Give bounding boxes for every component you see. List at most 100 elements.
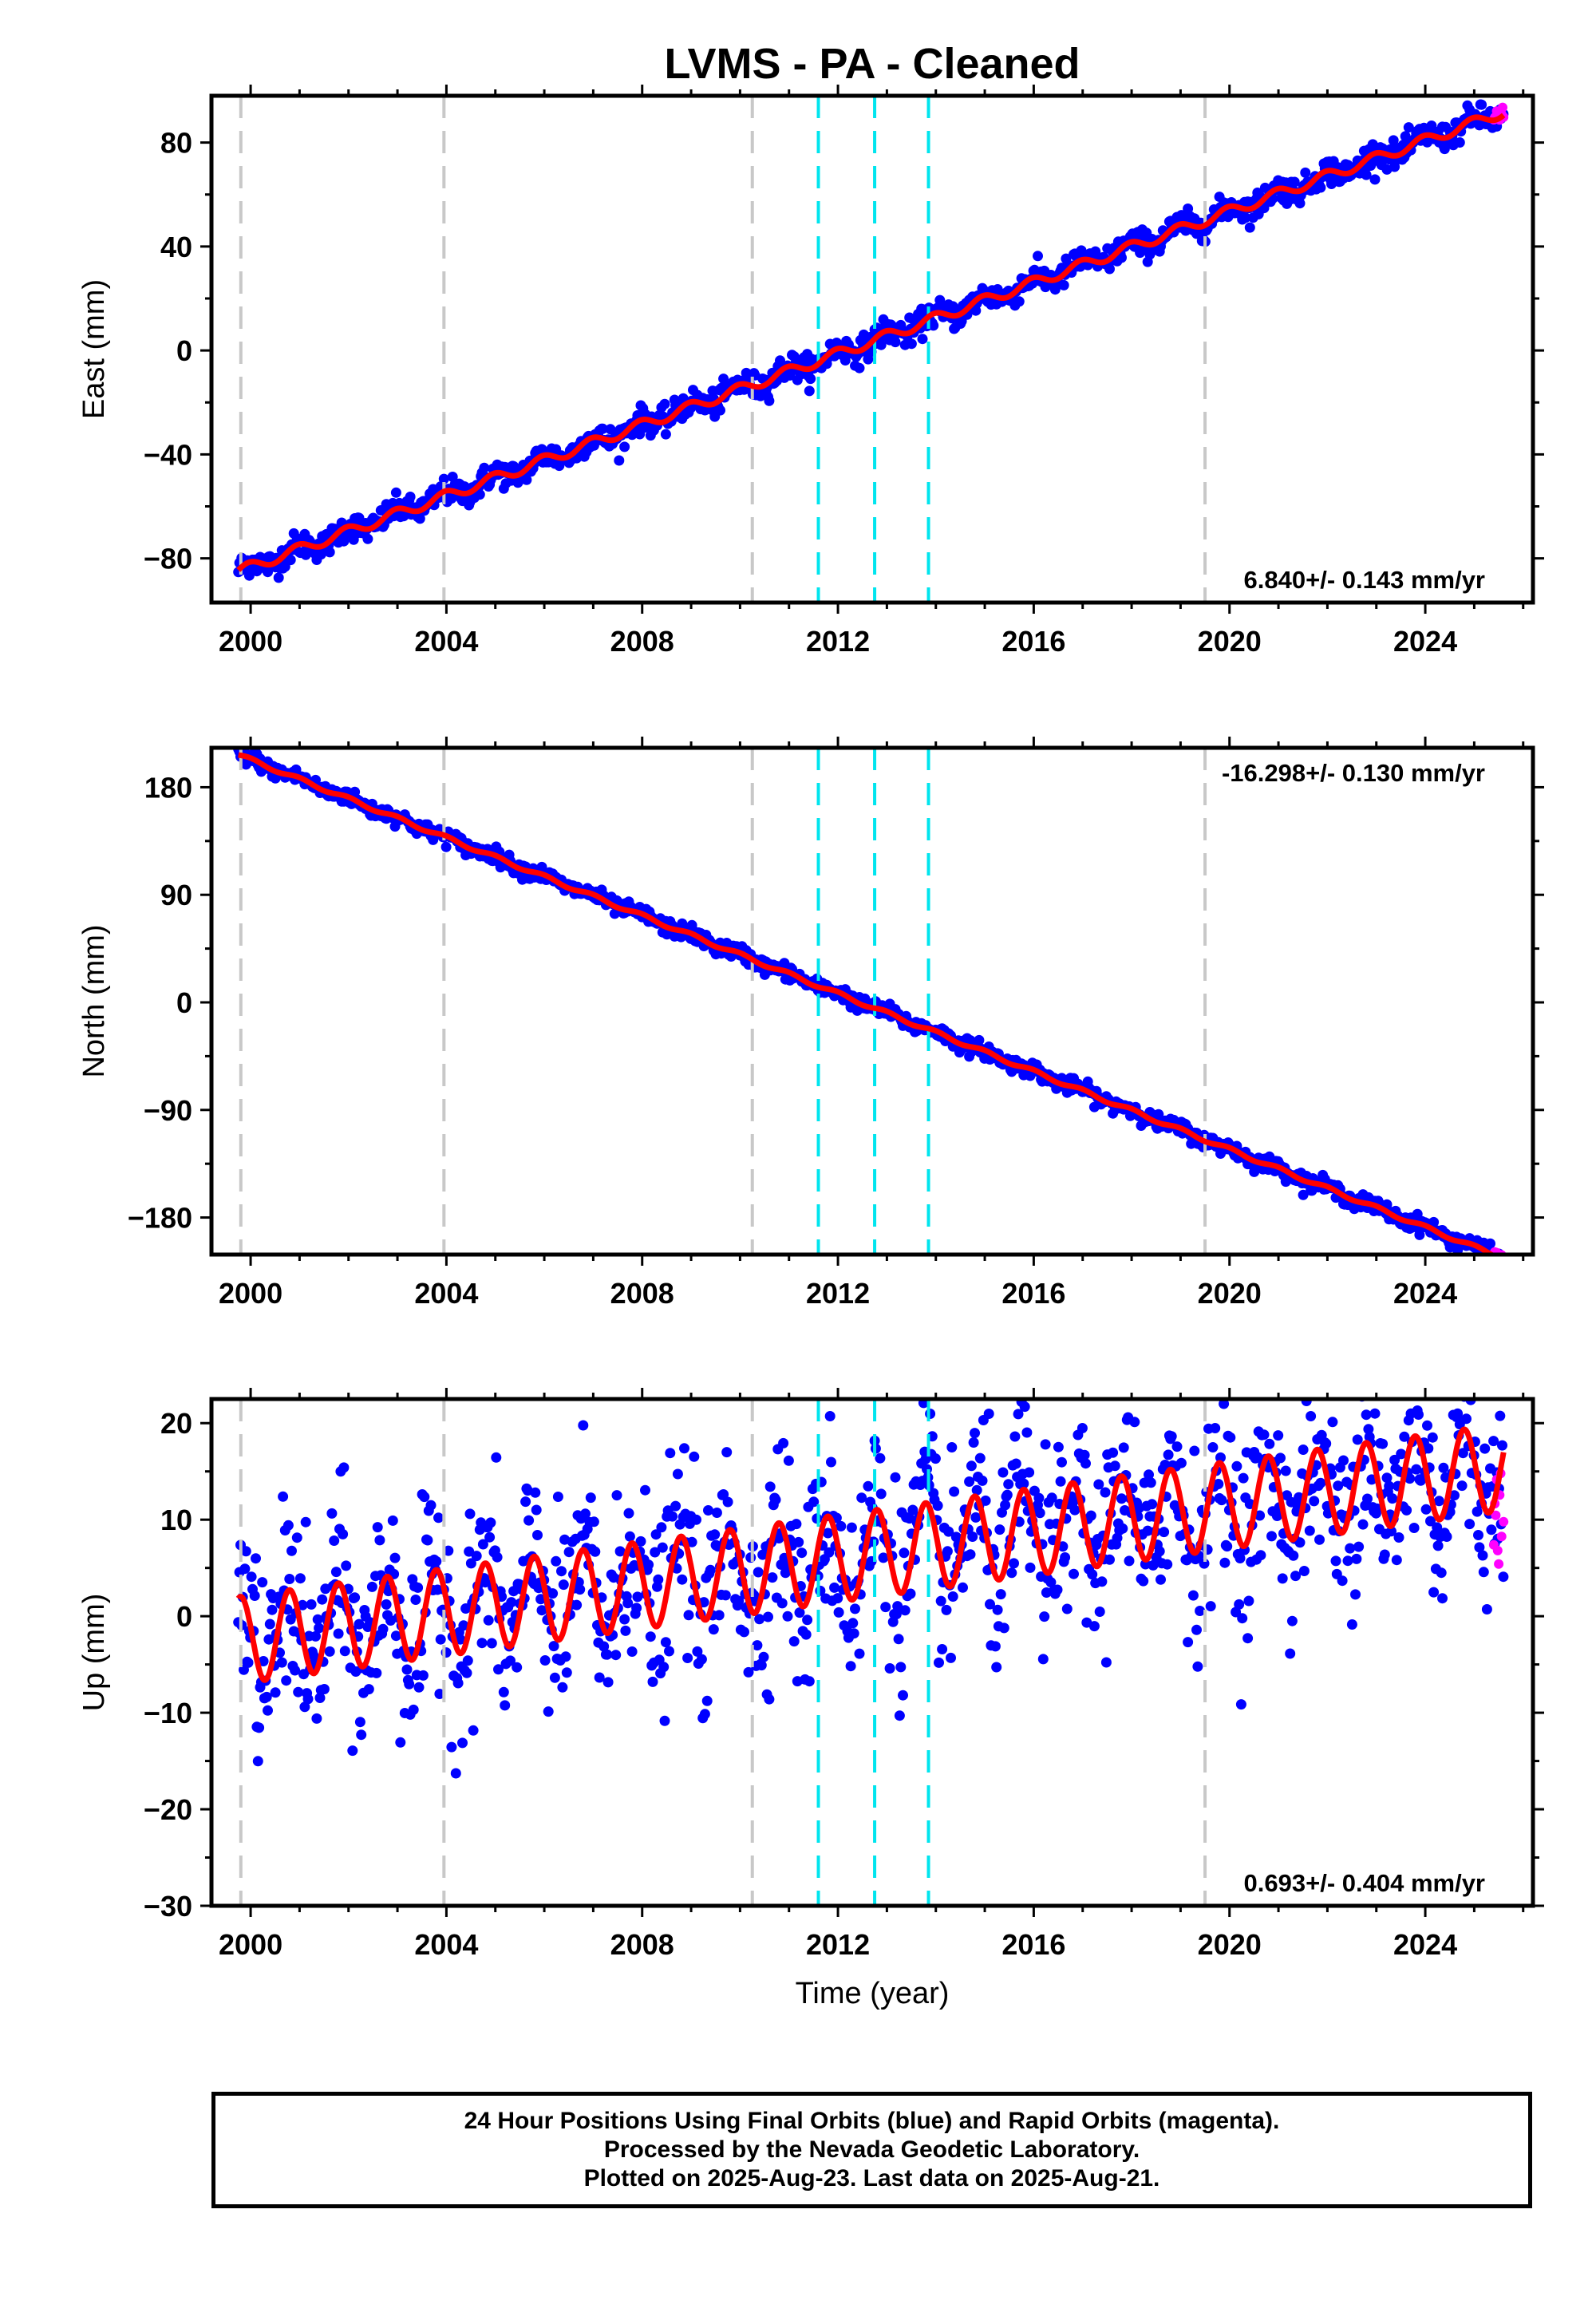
final-orbit-point: [347, 1745, 358, 1757]
final-orbit-point: [611, 1490, 622, 1501]
final-orbit-point: [1264, 1438, 1275, 1449]
final-orbit-point: [990, 1641, 1001, 1652]
final-orbit-point: [1039, 1611, 1050, 1622]
final-orbit-point: [462, 1655, 473, 1666]
final-orbit-point: [521, 474, 532, 485]
final-orbit-point: [1244, 222, 1255, 233]
final-orbit-point: [1317, 1352, 1328, 1362]
final-orbit-point: [845, 1661, 856, 1672]
final-orbit-point: [974, 1452, 986, 1464]
final-orbit-point: [653, 1574, 664, 1585]
final-orbit-point: [440, 841, 452, 852]
final-orbit-point: [1377, 1438, 1389, 1449]
final-orbit-point: [745, 1552, 757, 1563]
x-tick-label: 2004: [414, 1277, 478, 1310]
final-orbit-point: [558, 1579, 569, 1591]
final-orbit-point: [894, 1710, 905, 1721]
final-orbit-point: [1109, 1460, 1120, 1472]
final-orbit-point: [890, 1472, 901, 1483]
rapid-orbit-point: [1499, 1257, 1508, 1267]
final-orbit-point: [431, 1555, 442, 1567]
final-orbit-point: [839, 355, 851, 366]
final-orbit-point: [1452, 1408, 1464, 1419]
final-orbit-point: [1013, 296, 1025, 307]
final-orbit-point: [899, 1547, 910, 1559]
final-orbit-point: [1009, 1431, 1021, 1442]
final-orbit-point: [1438, 1462, 1449, 1473]
final-orbit-point: [705, 1564, 716, 1575]
final-orbit-point: [971, 1484, 982, 1496]
final-orbit-point: [623, 1508, 634, 1519]
final-orbit-point: [689, 1451, 700, 1462]
final-orbit-point: [1330, 1555, 1341, 1567]
final-orbit-point: [374, 1535, 385, 1546]
final-orbit-point: [1306, 1411, 1317, 1421]
final-orbit-point: [1468, 1367, 1478, 1377]
velocity-rate-label: 6.840+/- 0.143 mm/yr: [1244, 566, 1485, 594]
x-tick-label: 2024: [1393, 1928, 1457, 1961]
final-orbit-point: [709, 1529, 721, 1540]
final-orbit-point: [928, 320, 939, 331]
final-orbit-point: [720, 1590, 731, 1601]
final-orbit-point: [408, 1704, 419, 1715]
final-orbit-point: [350, 1592, 361, 1603]
final-orbit-point: [739, 1626, 749, 1638]
final-orbit-point: [620, 1625, 631, 1636]
plot-area: [233, 96, 1509, 603]
final-orbit-point: [251, 1553, 261, 1564]
final-orbit-point: [1145, 1477, 1156, 1488]
final-orbit-point: [1294, 198, 1306, 209]
final-orbit-point: [696, 1654, 707, 1665]
final-orbit-point: [551, 1555, 562, 1567]
final-orbit-point: [622, 1598, 634, 1609]
final-orbit-point: [1033, 1492, 1045, 1504]
final-orbit-point: [1191, 1624, 1202, 1635]
final-orbit-point: [658, 1662, 670, 1673]
final-orbit-point: [452, 1678, 464, 1689]
final-orbit-point: [556, 1566, 567, 1577]
final-orbit-point: [447, 472, 458, 482]
final-orbit-point: [539, 1655, 551, 1666]
final-orbit-point: [935, 1595, 946, 1607]
final-orbit-point: [1147, 1499, 1158, 1510]
final-orbit-point: [1116, 252, 1127, 263]
final-orbit-point: [486, 1638, 497, 1649]
final-orbit-point: [1298, 1566, 1310, 1576]
final-orbit-point: [1285, 1648, 1296, 1659]
final-orbit-point: [413, 1682, 425, 1693]
final-orbit-point: [282, 1520, 294, 1531]
final-orbit-point: [683, 1610, 694, 1621]
rapid-orbit-point: [1498, 1255, 1507, 1265]
final-orbit-point: [532, 1530, 543, 1540]
final-orbit-point: [433, 1512, 444, 1524]
final-orbit-point: [758, 1651, 769, 1662]
final-orbit-point: [1361, 169, 1372, 180]
final-orbit-point: [782, 1611, 793, 1622]
final-orbit-point: [597, 423, 608, 434]
final-orbit-point: [1162, 1559, 1173, 1570]
final-orbit-point: [934, 1657, 944, 1668]
final-orbit-point: [660, 1637, 671, 1648]
y-tick-label: 90: [160, 879, 192, 911]
final-orbit-point: [711, 1508, 722, 1518]
final-orbit-point: [832, 1593, 843, 1604]
final-orbit-point: [994, 1524, 1005, 1535]
velocity-rate-label: -16.298+/- 0.130 mm/yr: [1222, 759, 1485, 787]
final-orbit-point: [491, 1452, 502, 1463]
final-orbit-point: [1189, 1445, 1200, 1456]
final-orbit-point: [998, 1467, 1009, 1478]
final-orbit-point: [1262, 1367, 1273, 1377]
final-orbit-point: [793, 1536, 804, 1547]
final-orbit-point: [1379, 1549, 1390, 1560]
final-orbit-point: [549, 1672, 560, 1683]
final-orbit-point: [1166, 1431, 1177, 1442]
final-orbit-point: [1338, 1455, 1349, 1466]
final-orbit-point: [708, 1624, 719, 1635]
final-orbit-point: [381, 1599, 392, 1610]
final-orbit-point: [413, 1582, 424, 1593]
final-orbit-point: [1456, 1480, 1468, 1492]
final-orbit-point: [1238, 1472, 1249, 1484]
final-orbit-point: [983, 1409, 994, 1419]
final-orbit-point: [500, 1700, 511, 1711]
final-orbit-point: [875, 339, 887, 350]
